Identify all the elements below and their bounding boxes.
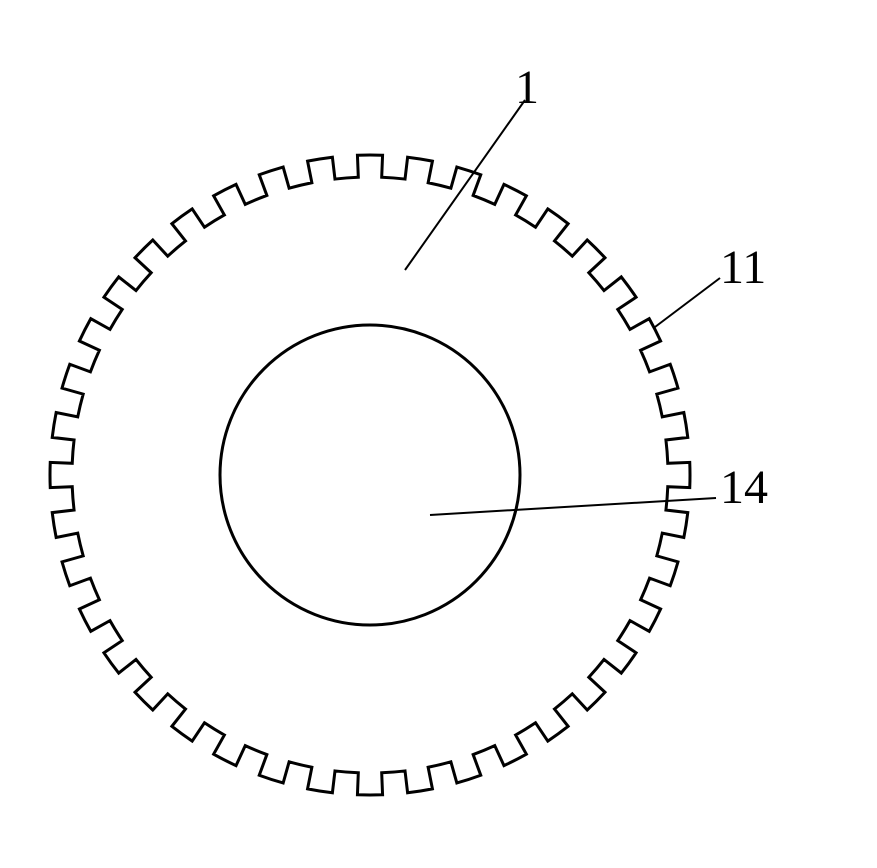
gear-diagram-svg (0, 0, 877, 863)
callout-line-11 (655, 278, 720, 327)
callout-label-11: 11 (720, 240, 766, 295)
diagram-container (0, 0, 877, 863)
outer-gear-teeth (50, 155, 690, 795)
callout-label-1: 1 (515, 60, 539, 115)
callout-label-14: 14 (720, 460, 768, 515)
